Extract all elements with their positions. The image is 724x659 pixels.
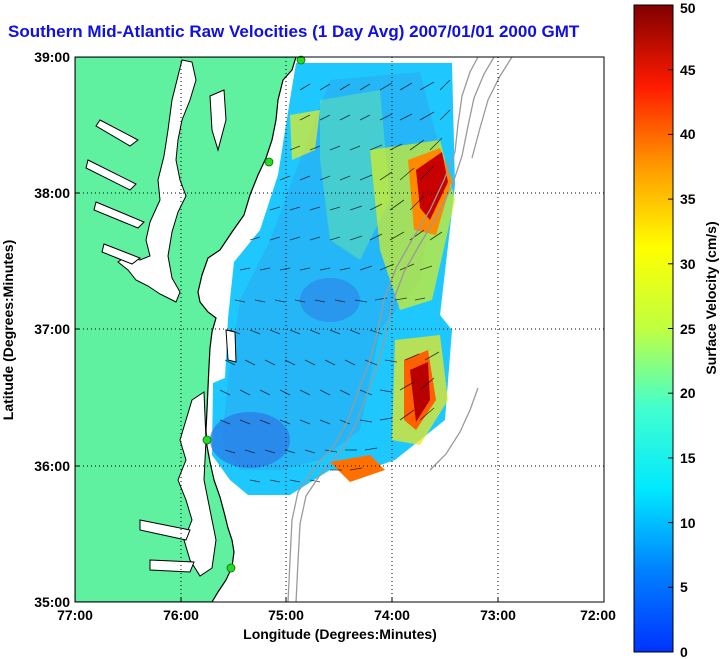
radar-station [226, 563, 236, 573]
colorbar-ticks [668, 4, 673, 653]
colorbar-tick-label: 5 [680, 579, 688, 595]
x-tick-label: 74:00 [374, 607, 410, 623]
x-axis-label: Longitude (Degrees:Minutes) [243, 626, 437, 642]
x-tick-label: 76:00 [163, 607, 199, 623]
colorbar-tick-label: 10 [680, 515, 696, 531]
colorbar-tick-label: 40 [680, 126, 696, 142]
x-tick-label: 73:00 [480, 607, 516, 623]
y-axis-label: Latitude (Degrees:Minutes) [0, 240, 16, 420]
colorbar-tick-label: 25 [680, 321, 696, 337]
x-tick-label: 77:00 [57, 607, 93, 623]
x-tick-label: 72:00 [580, 607, 616, 623]
colorbar-tick-label: 0 [680, 644, 688, 659]
radar-station [296, 55, 306, 65]
x-tick-label: 75:00 [268, 607, 304, 623]
y-tick-label: 35:00 [34, 594, 70, 610]
radar-station [202, 435, 212, 445]
velocity-vectors [219, 79, 451, 483]
radar-stations [202, 55, 306, 573]
colorbar-tick-label: 15 [680, 450, 696, 466]
colorbar [633, 4, 674, 653]
y-tick-label: 37:00 [34, 321, 70, 337]
radar-station [264, 157, 274, 167]
isobath-contours [287, 57, 513, 602]
colorbar-tick-label: 20 [680, 385, 696, 401]
y-tick-label: 36:00 [34, 458, 70, 474]
velocity-field [210, 63, 455, 495]
colorbar-tick-label: 45 [680, 62, 696, 78]
map-title: Southern Mid-Atlantic Raw Velocities (1 … [8, 22, 580, 41]
y-tick-label: 38:00 [34, 185, 70, 201]
colorbar-tick-label: 50 [680, 0, 696, 16]
colorbar-tick-label: 30 [680, 256, 696, 272]
colorbar-tick-label: 35 [680, 191, 696, 207]
colorbar-label: Surface Velocity (cm/s) [703, 221, 719, 374]
bays-and-sounds [85, 59, 237, 577]
land-mass [75, 57, 297, 602]
map-grid [75, 57, 604, 602]
y-tick-label: 39:00 [34, 49, 70, 65]
